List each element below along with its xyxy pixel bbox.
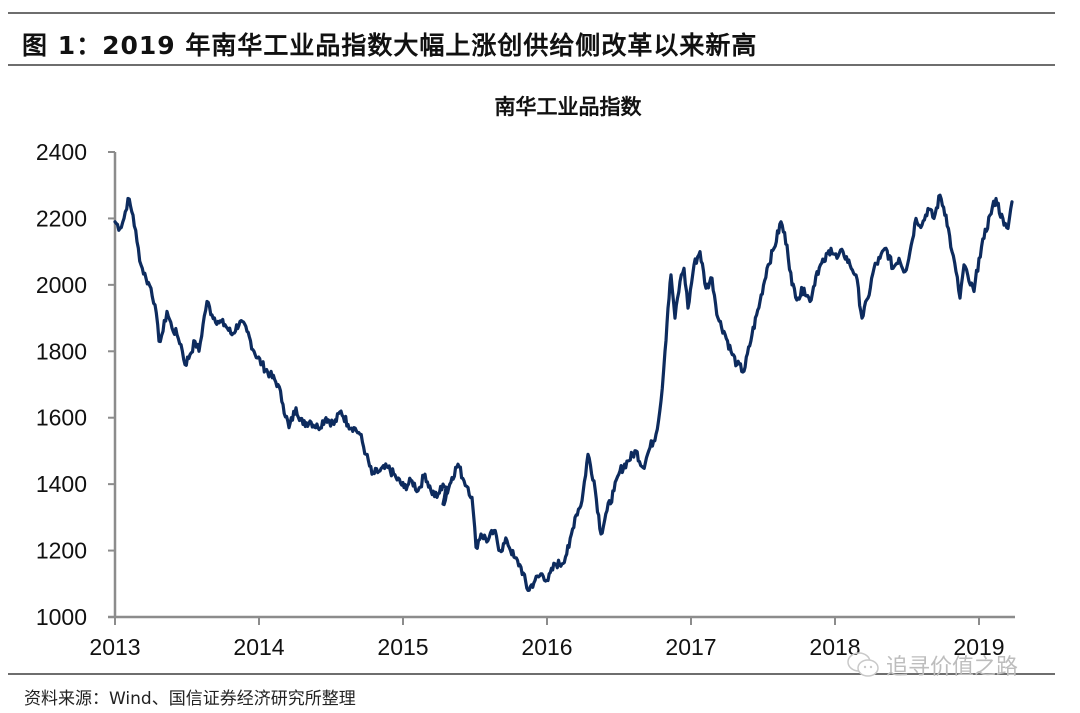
top-rule: [8, 12, 1055, 14]
x-tick-label: 2017: [665, 634, 716, 660]
title-rule: [8, 64, 1055, 66]
watermark: 追寻价值之路: [846, 649, 1018, 681]
y-tick-label: 2200: [36, 205, 87, 231]
y-tick-label: 1200: [36, 538, 87, 564]
y-tick-label: 1800: [36, 338, 87, 364]
y-tick-label: 1000: [36, 604, 87, 630]
x-tick-label: 2014: [233, 634, 284, 660]
y-tick-label: 1400: [36, 471, 87, 497]
x-tick-label: 2013: [89, 634, 140, 660]
nanhua-industrial-index-line: [113, 193, 1014, 593]
y-axis: 1000 1200 1400 1600 1800 2000 2200 2400: [36, 139, 117, 630]
bottom-rule: [8, 673, 1055, 675]
x-tick-label: 2019: [953, 634, 1004, 660]
y-tick-label: 2400: [36, 139, 87, 165]
watermark-text: 追寻价值之路: [886, 655, 1019, 680]
x-axis: 2013 2014 2015 2016 2017 2018 2019: [89, 615, 1015, 660]
y-tick-label: 2000: [36, 272, 87, 298]
wechat-icon: [847, 652, 879, 677]
y-tick-label: 1600: [36, 405, 87, 431]
x-tick-label: 2015: [377, 634, 428, 660]
figure-title: 图 1：2019 年南华工业品指数大幅上涨创供给侧改革以来新高: [22, 31, 758, 60]
source-note: 资料来源：Wind、国信证券经济研究所整理: [24, 689, 356, 709]
chart-title: 南华工业品指数: [494, 95, 642, 119]
x-tick-label: 2016: [521, 634, 572, 660]
